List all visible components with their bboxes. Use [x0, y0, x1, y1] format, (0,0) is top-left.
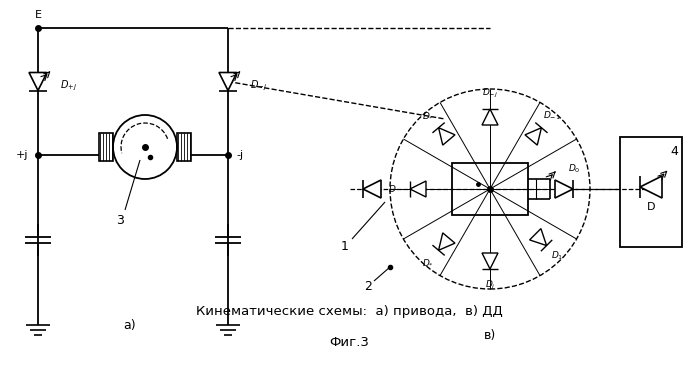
Polygon shape [363, 180, 381, 198]
Text: 4: 4 [670, 145, 678, 158]
Polygon shape [482, 109, 498, 125]
Text: а): а) [124, 319, 136, 331]
Polygon shape [482, 253, 498, 269]
Bar [620, 137, 682, 247]
Text: $D_{*}$: $D_{*}$ [422, 258, 434, 267]
Bar [99, 133, 113, 161]
Text: $D_{*}$: $D_{*}$ [422, 111, 434, 120]
Polygon shape [438, 233, 455, 250]
Text: в): в) [484, 328, 496, 342]
Text: $D_{+j}$: $D_{+j}$ [60, 78, 77, 93]
Text: $D_1$: $D_1$ [551, 250, 563, 262]
Text: Фиг.3: Фиг.3 [329, 335, 369, 349]
Polygon shape [525, 128, 542, 145]
Text: $D_{-1}$: $D_{-1}$ [543, 109, 560, 122]
Text: $D_{-j}$: $D_{-j}$ [482, 87, 498, 99]
Text: D: D [647, 202, 655, 212]
Text: -j: -j [237, 150, 244, 160]
Text: 2: 2 [364, 280, 372, 294]
Polygon shape [438, 128, 455, 145]
Bar [177, 133, 191, 161]
Text: Кинематические схемы:  а) привода,  в) ДД: Кинематические схемы: а) привода, в) ДД [195, 305, 503, 319]
Text: $D_{-j}$: $D_{-j}$ [250, 78, 267, 93]
Text: +j: +j [16, 150, 28, 160]
Polygon shape [530, 229, 547, 246]
Text: 3: 3 [116, 214, 124, 226]
Polygon shape [555, 180, 573, 198]
Text: 1: 1 [341, 240, 349, 254]
Polygon shape [410, 181, 426, 197]
Text: $D$: $D$ [387, 184, 396, 195]
Bar [452, 163, 528, 215]
Text: $D_j$: $D_j$ [484, 279, 496, 291]
Text: $D_0$: $D_0$ [568, 163, 581, 175]
Polygon shape [29, 73, 47, 91]
Polygon shape [219, 73, 237, 91]
Text: E: E [34, 10, 41, 20]
Polygon shape [640, 176, 662, 198]
